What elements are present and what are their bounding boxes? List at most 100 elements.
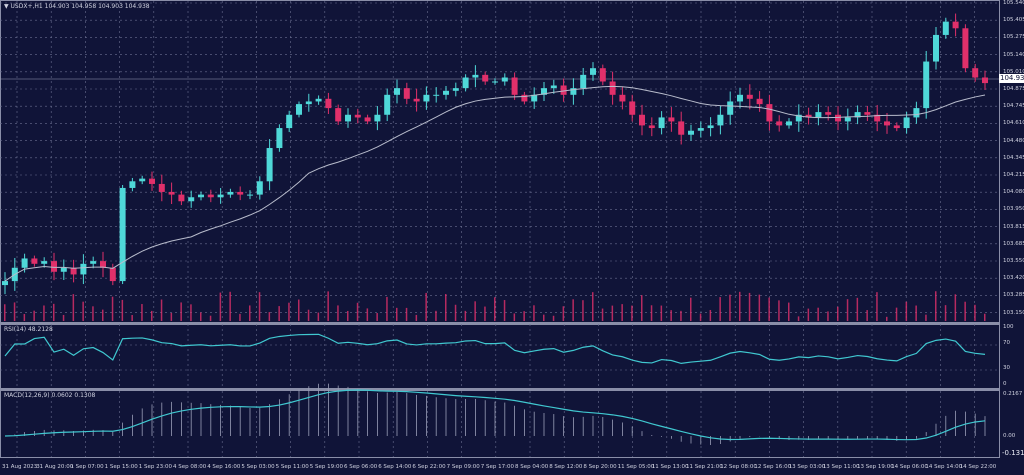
macd-panel[interactable] [0, 389, 1000, 458]
time-axis-label: 5 Sep 11:00 [275, 464, 309, 470]
volume-bar [984, 313, 986, 321]
candle-body [472, 74, 479, 78]
volume-bar [494, 297, 496, 321]
price-axis-label: 103.950 [1003, 206, 1024, 213]
volume-bar [278, 306, 280, 321]
volume-bar [200, 312, 202, 321]
candle-body [923, 61, 930, 109]
volume-bar [396, 307, 398, 321]
candle-body [384, 94, 391, 115]
volume-bar [925, 314, 927, 321]
candle-body [580, 74, 587, 89]
dropdown-triangle-icon[interactable]: ▼ [4, 3, 11, 10]
volume-bar [680, 310, 682, 321]
candle-body [247, 194, 253, 196]
volume-bar [317, 312, 320, 321]
candle-body [129, 181, 136, 188]
price-axis-label: 104.080 [1003, 189, 1024, 196]
time-axis-label: 12 Sep 16:00 [754, 464, 792, 470]
candle-body [139, 178, 146, 182]
candle-body [51, 261, 57, 272]
candle-body [746, 94, 753, 99]
time-axis-label: 7 Sep 09:00 [446, 464, 480, 470]
volume-bar [62, 314, 65, 321]
volume-bar [876, 292, 878, 321]
volume-bar [670, 310, 672, 321]
rsi-level: 100 [1003, 324, 1014, 330]
macd-signal-line [4, 389, 986, 441]
candle-body [403, 88, 410, 99]
volume-bar [121, 299, 124, 321]
candle-body [119, 187, 126, 282]
volume-bar [209, 315, 212, 321]
candle-body [864, 112, 871, 115]
candle-body [60, 267, 67, 272]
candle-body [345, 114, 351, 122]
time-axis-label: 13 Sep 11:00 [822, 464, 860, 470]
candle-body [217, 194, 224, 198]
time-axis-label: 6 Sep 22:00 [412, 464, 446, 470]
volume-bar [768, 297, 770, 321]
candle-body [550, 85, 557, 89]
volume-bar [582, 300, 584, 321]
volume-bar [543, 314, 545, 321]
time-axis-label: 1 Sep 07:00 [70, 464, 104, 470]
candle-body [305, 101, 312, 105]
candle-body [913, 108, 920, 118]
rsi-panel[interactable] [0, 323, 1000, 389]
volume-bar [141, 304, 143, 321]
volume-bar [611, 305, 614, 321]
volume-bar [562, 306, 565, 321]
candle-body [70, 267, 77, 275]
time-axis-label: 14 Sep 22:00 [959, 464, 997, 470]
volume-bar [954, 294, 957, 321]
volume-bar [797, 316, 800, 321]
volume-bar [552, 315, 555, 321]
price-chart-panel[interactable] [0, 0, 1000, 323]
rsi-level: 0 [1003, 381, 1007, 387]
volume-bar [729, 294, 731, 321]
volume-bar [180, 302, 182, 321]
volume-bar [650, 305, 653, 321]
volume-bar [425, 292, 427, 321]
time-axis-label: 11 Sep 21:00 [686, 464, 723, 470]
volume-bar [160, 299, 163, 321]
candle-body [276, 128, 283, 149]
time-axis-label: 1 Sep 15:00 [104, 464, 138, 470]
time-axis-label: 11 Sep 05:00 [617, 464, 655, 470]
time-axis-label: 13 Sep 03:00 [788, 464, 826, 470]
volume-bar [866, 310, 868, 321]
candle-body [335, 108, 342, 122]
price-axis-label: 103.420 [1003, 275, 1024, 282]
volume-bar [974, 304, 976, 321]
candle-body [541, 88, 547, 95]
candle-body [149, 178, 155, 184]
candle-body [433, 94, 440, 96]
volume-bar [13, 302, 16, 321]
candle-body [884, 121, 890, 126]
candle-body [844, 117, 851, 122]
volume-bar [905, 301, 908, 321]
volume-bar [151, 310, 153, 321]
candle-body [443, 90, 449, 95]
rsi-level: 70 [1003, 340, 1010, 346]
candle-body [590, 68, 596, 75]
symbol-info[interactable]: ▼ USDX+,H1 104.903 104.958 104.903 104.9… [4, 3, 150, 10]
price-axis-label: 103.285 [1003, 292, 1024, 299]
time-axis-label: 4 Sep 16:00 [207, 464, 241, 470]
candle-body [462, 77, 469, 89]
volume-bar [229, 291, 231, 321]
macd-level: 0.00 [1003, 433, 1016, 439]
candle-body [207, 194, 214, 198]
candle-body [629, 101, 636, 115]
candle-body [296, 104, 302, 115]
candle-body [962, 28, 969, 69]
time-axis-label: 13 Sep 19:00 [857, 464, 894, 470]
candle-body [325, 98, 332, 109]
symbol-ohlc: USDX+,H1 104.903 104.958 104.903 104.938 [10, 3, 150, 10]
time-axis-label: 8 Sep 12:00 [549, 464, 583, 470]
price-axis-label: 105.010 [1003, 68, 1024, 75]
price-axis-label: 104.745 [1003, 103, 1024, 110]
candle-body [266, 148, 273, 182]
